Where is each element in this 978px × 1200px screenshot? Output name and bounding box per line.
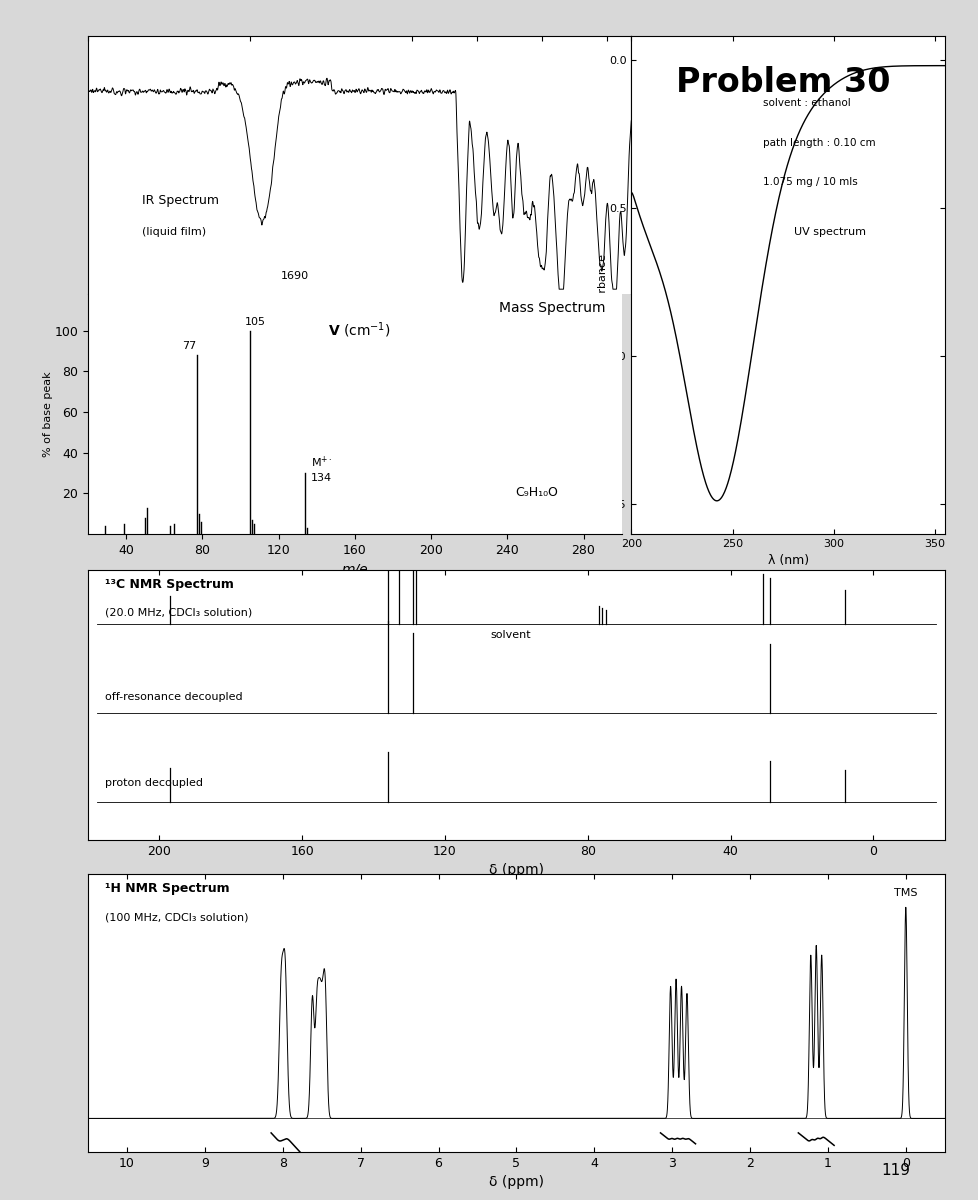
Text: ¹H NMR Spectrum: ¹H NMR Spectrum xyxy=(105,882,230,895)
X-axis label: δ (ppm): δ (ppm) xyxy=(488,1176,544,1189)
Text: 1690: 1690 xyxy=(281,270,308,281)
Text: solvent : ethanol: solvent : ethanol xyxy=(762,97,850,108)
Text: ¹³C NMR Spectrum: ¹³C NMR Spectrum xyxy=(105,578,234,592)
Text: (liquid film): (liquid film) xyxy=(143,227,206,236)
Text: TMS: TMS xyxy=(894,888,917,898)
Y-axis label: absorbance: absorbance xyxy=(597,252,607,318)
Text: path length : 0.10 cm: path length : 0.10 cm xyxy=(762,138,874,148)
Text: UV spectrum: UV spectrum xyxy=(793,227,866,238)
X-axis label: λ (nm): λ (nm) xyxy=(767,554,808,568)
Text: IR Spectrum: IR Spectrum xyxy=(143,193,219,206)
Text: (100 MHz, CDCl₃ solution): (100 MHz, CDCl₃ solution) xyxy=(105,912,248,923)
X-axis label: m/e: m/e xyxy=(341,563,368,576)
Text: Problem 30: Problem 30 xyxy=(675,66,890,98)
Text: 77: 77 xyxy=(182,341,196,350)
Text: off-resonance decoupled: off-resonance decoupled xyxy=(105,691,243,702)
Text: (20.0 MHz, CDCl₃ solution): (20.0 MHz, CDCl₃ solution) xyxy=(105,607,252,618)
Text: Mass Spectrum: Mass Spectrum xyxy=(499,301,605,316)
Text: 105: 105 xyxy=(245,317,266,326)
Text: 134: 134 xyxy=(311,473,332,484)
Text: proton decoupled: proton decoupled xyxy=(105,778,203,788)
Text: C₉H₁₀O: C₉H₁₀O xyxy=(514,486,557,498)
Text: solvent: solvent xyxy=(490,630,531,640)
X-axis label: δ (ppm): δ (ppm) xyxy=(488,864,544,877)
Text: $\bf{V}$ (cm$^{-1}$): $\bf{V}$ (cm$^{-1}$) xyxy=(328,320,391,340)
Text: 1.075 mg / 10 mls: 1.075 mg / 10 mls xyxy=(762,178,857,187)
Y-axis label: % of base peak: % of base peak xyxy=(43,371,53,457)
Text: 119: 119 xyxy=(880,1164,910,1178)
Text: M$^{+\cdot}$: M$^{+\cdot}$ xyxy=(311,455,333,470)
